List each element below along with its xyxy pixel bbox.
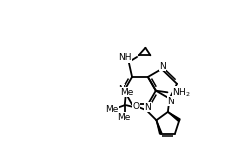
Text: NH: NH (118, 53, 131, 62)
Text: N: N (144, 103, 151, 112)
Text: NH$_2$: NH$_2$ (173, 86, 191, 99)
Text: N: N (118, 85, 125, 94)
Polygon shape (156, 120, 162, 134)
Text: Me: Me (120, 88, 133, 97)
Text: N: N (159, 62, 166, 71)
Text: O: O (132, 102, 139, 111)
Text: Me: Me (106, 105, 119, 114)
Text: N: N (167, 97, 174, 106)
Text: Me: Me (117, 113, 131, 122)
Polygon shape (168, 112, 180, 121)
